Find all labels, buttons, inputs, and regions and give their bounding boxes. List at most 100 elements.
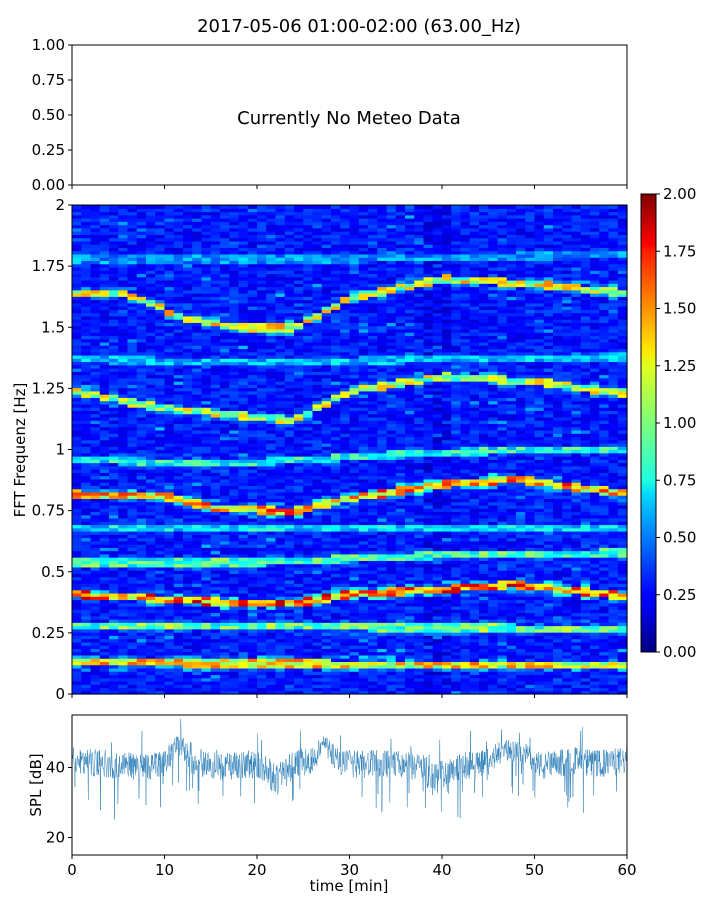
heatmap-cell bbox=[312, 436, 323, 441]
heatmap-cell bbox=[136, 368, 147, 372]
heatmap-cell bbox=[155, 368, 166, 372]
heatmap-cell bbox=[349, 429, 360, 434]
heatmap-cell bbox=[173, 482, 184, 486]
heatmap-cell bbox=[173, 540, 184, 545]
heatmap-cell bbox=[303, 576, 314, 581]
heatmap-cell bbox=[257, 596, 267, 601]
heatmap-cell bbox=[136, 394, 147, 398]
heatmap-cell bbox=[340, 531, 351, 535]
heatmap-cell bbox=[146, 400, 156, 405]
heatmap-cell bbox=[146, 283, 156, 288]
heatmap-cell bbox=[81, 338, 92, 343]
heatmap-cell bbox=[284, 540, 295, 545]
heatmap-cell bbox=[349, 319, 360, 323]
heatmap-cell bbox=[72, 351, 82, 356]
heatmap-cell bbox=[173, 257, 184, 262]
heatmap-cell bbox=[275, 361, 286, 366]
heatmap-cell bbox=[275, 469, 286, 473]
heatmap-cell bbox=[210, 684, 221, 689]
heatmap-cell bbox=[257, 394, 267, 398]
heatmap-cell bbox=[155, 351, 166, 356]
heatmap-cell bbox=[81, 602, 92, 607]
heatmap-cell bbox=[118, 348, 129, 353]
heatmap-cell bbox=[368, 286, 378, 291]
heatmap-cell bbox=[303, 273, 314, 278]
heatmap-cell bbox=[312, 224, 323, 229]
heatmap-cell bbox=[275, 635, 286, 640]
heatmap-cell bbox=[109, 253, 119, 258]
heatmap-cell bbox=[127, 690, 138, 695]
heatmap-cell bbox=[321, 592, 332, 597]
heatmap-cell bbox=[340, 322, 351, 327]
heatmap-cell bbox=[146, 511, 156, 516]
heatmap-cell bbox=[331, 615, 341, 620]
heatmap-cell bbox=[284, 449, 295, 454]
heatmap-cell bbox=[321, 599, 332, 604]
heatmap-cell bbox=[294, 374, 304, 379]
heatmap-cell bbox=[127, 394, 138, 398]
heatmap-cell bbox=[303, 550, 314, 555]
heatmap-cell bbox=[340, 426, 351, 431]
heatmap-cell bbox=[183, 400, 193, 405]
heatmap-cell bbox=[210, 429, 221, 434]
heatmap-cell bbox=[275, 687, 286, 692]
heatmap-cell bbox=[81, 579, 92, 584]
heatmap-cell bbox=[238, 403, 249, 408]
heatmap-cell bbox=[257, 296, 267, 301]
heatmap-cell bbox=[201, 286, 212, 291]
heatmap-cell bbox=[358, 648, 369, 653]
heatmap-cell bbox=[155, 651, 166, 656]
heatmap-cell bbox=[164, 495, 175, 499]
heatmap-cell bbox=[358, 498, 369, 503]
heatmap-cell bbox=[294, 602, 304, 607]
heatmap-cell bbox=[340, 442, 351, 447]
heatmap-cell bbox=[201, 576, 212, 581]
heatmap-cell bbox=[220, 286, 230, 291]
heatmap-cell bbox=[127, 452, 138, 457]
heatmap-cell bbox=[146, 495, 156, 499]
heatmap-cell bbox=[109, 312, 119, 317]
heatmap-cell bbox=[331, 279, 341, 284]
heatmap-cell bbox=[136, 247, 147, 252]
heatmap-cell bbox=[99, 599, 110, 604]
heatmap-cell bbox=[303, 557, 314, 561]
heatmap-cell bbox=[349, 384, 360, 389]
heatmap-cell bbox=[257, 635, 267, 640]
heatmap-cell bbox=[340, 381, 351, 385]
heatmap-cell bbox=[247, 517, 258, 522]
heatmap-cell bbox=[99, 459, 110, 464]
heatmap-cell bbox=[257, 348, 267, 353]
heatmap-cell bbox=[99, 397, 110, 402]
heatmap-cell bbox=[72, 263, 82, 268]
heatmap-cell bbox=[368, 426, 378, 431]
heatmap-cell bbox=[312, 371, 323, 376]
heatmap-cell bbox=[192, 456, 203, 460]
heatmap-cell bbox=[238, 231, 249, 235]
heatmap-cell bbox=[247, 667, 258, 672]
heatmap-cell bbox=[284, 315, 295, 320]
heatmap-cell bbox=[173, 253, 184, 258]
heatmap-cell bbox=[155, 527, 166, 532]
heatmap-cell bbox=[220, 612, 230, 617]
heatmap-cell bbox=[183, 648, 193, 653]
heatmap-cell bbox=[173, 576, 184, 581]
heatmap-cell bbox=[136, 534, 147, 539]
heatmap-cell bbox=[127, 442, 138, 447]
heatmap-cell bbox=[275, 407, 286, 411]
heatmap-cell bbox=[358, 332, 369, 336]
heatmap-cell bbox=[266, 677, 277, 682]
heatmap-cell bbox=[146, 449, 156, 454]
heatmap-cell bbox=[257, 648, 267, 653]
heatmap-cell bbox=[294, 270, 304, 275]
heatmap-cell bbox=[229, 592, 240, 597]
heatmap-cell bbox=[294, 615, 304, 620]
heatmap-cell bbox=[321, 211, 332, 216]
heatmap-cell bbox=[368, 332, 378, 336]
heatmap-cell bbox=[164, 690, 175, 695]
heatmap-cell bbox=[201, 442, 212, 447]
heatmap-cell bbox=[321, 397, 332, 402]
heatmap-cell bbox=[266, 661, 277, 666]
heatmap-cell bbox=[118, 426, 129, 431]
heatmap-cell bbox=[127, 446, 138, 451]
heatmap-cell bbox=[266, 205, 277, 209]
